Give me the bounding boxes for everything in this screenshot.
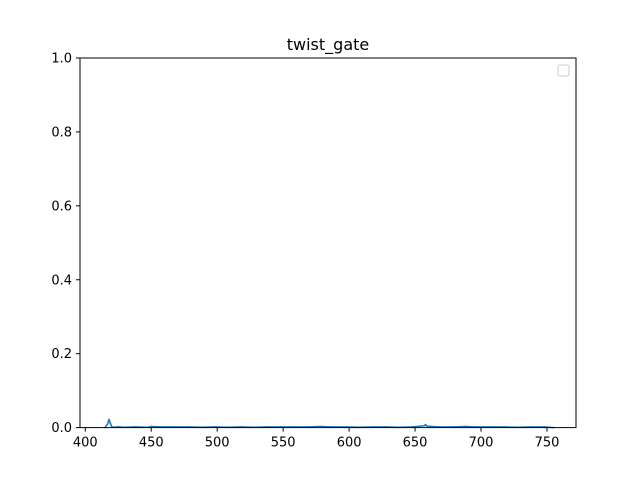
data-point [109, 422, 112, 425]
x-tick-label: 500 [205, 436, 230, 451]
data-point [424, 423, 427, 426]
y-tick-label: 0.0 [51, 421, 72, 436]
x-tick-label: 650 [403, 436, 428, 451]
data-point [150, 425, 153, 428]
data-point [106, 423, 109, 425]
y-tick-label: 0.8 [51, 125, 72, 140]
chart-title: twist_gate [287, 35, 370, 55]
x-axis: 400 450 500 550 600 650 700 750 [73, 427, 560, 451]
y-axis: 0.0 0.2 0.4 0.6 0.8 1.0 [51, 52, 80, 436]
data-point [426, 425, 428, 428]
y-tick-label: 1.0 [51, 52, 72, 67]
x-tick-label: 400 [73, 436, 98, 451]
series-layer [104, 418, 555, 429]
data-point [423, 424, 426, 427]
y-tick-label: 0.2 [51, 347, 72, 362]
series-line [104, 418, 554, 429]
x-tick-label: 600 [337, 436, 362, 451]
x-tick-label: 550 [271, 436, 296, 451]
x-tick-label: 450 [139, 436, 164, 451]
data-point [464, 425, 467, 428]
y-tick-label: 0.6 [51, 199, 72, 214]
data-point [319, 425, 321, 428]
x-tick-label: 750 [535, 436, 560, 451]
data-point [108, 418, 110, 421]
legend-box [557, 64, 570, 77]
data-point [110, 425, 113, 428]
y-tick-label: 0.4 [51, 273, 72, 288]
x-tick-label: 700 [469, 436, 494, 451]
plot-frame [79, 57, 577, 429]
